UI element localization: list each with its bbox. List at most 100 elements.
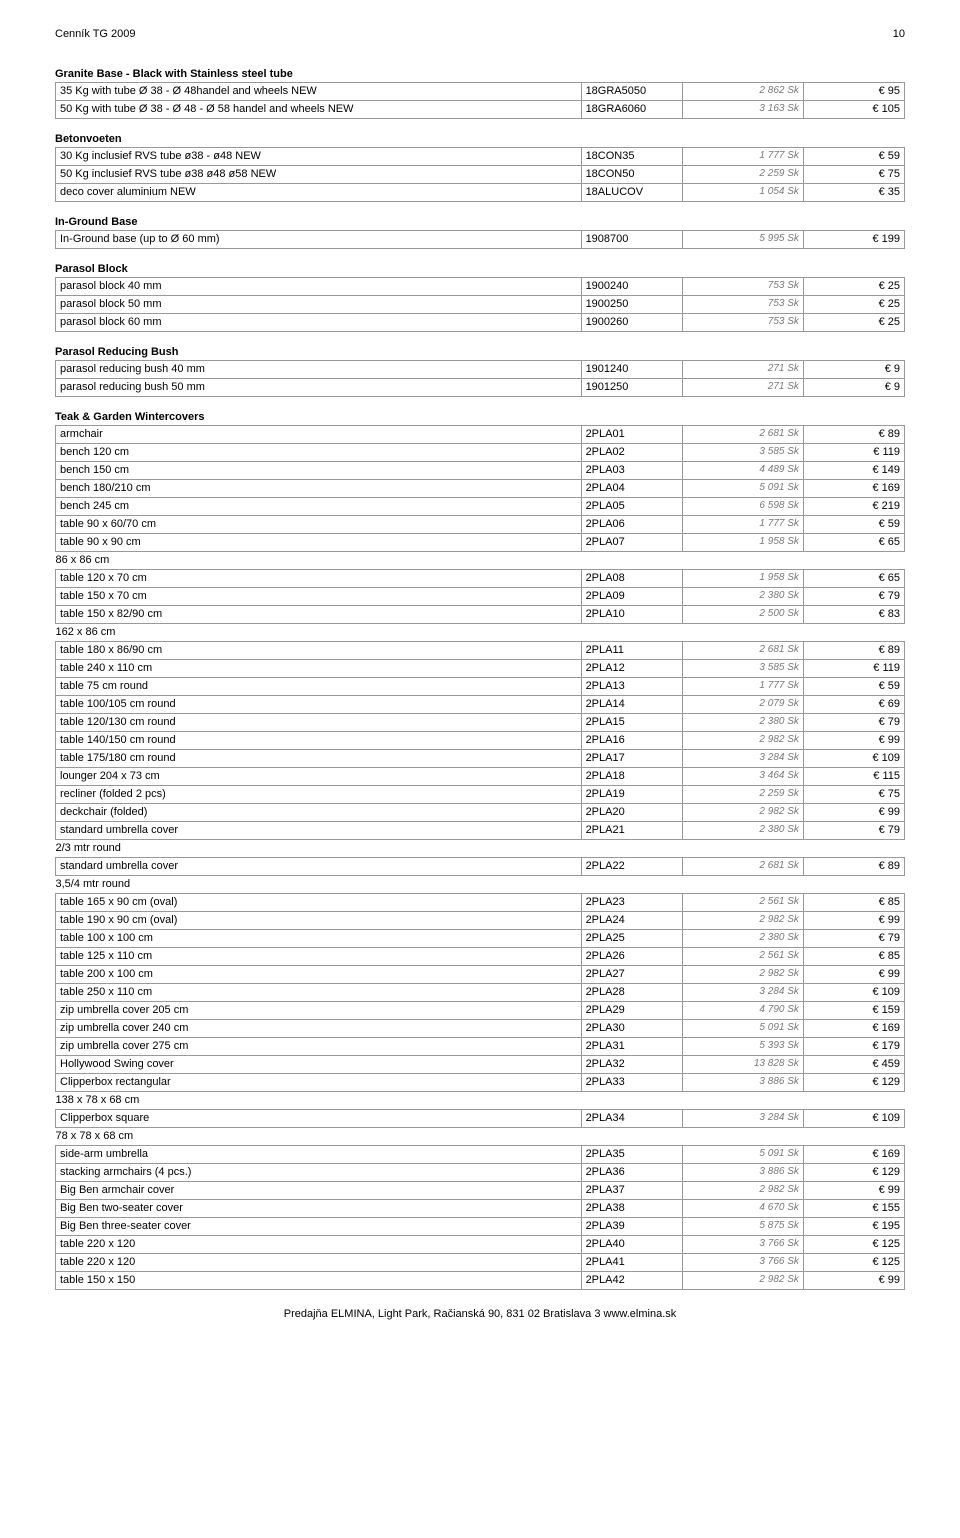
cell-code: 2PLA01 [581,426,682,444]
cell-desc: 138 x 78 x 68 cm [56,1092,905,1110]
cell-code: 2PLA09 [581,588,682,606]
cell-desc: standard umbrella cover [56,858,582,876]
cell-code: 2PLA30 [581,1020,682,1038]
cell-eur: € 99 [803,1272,904,1290]
cell-sk: 271 Sk [682,361,803,379]
cell-sk: 753 Sk [682,278,803,296]
cell-sk: 2 681 Sk [682,858,803,876]
cell-code: 2PLA26 [581,948,682,966]
cell-desc: 3,5/4 mtr round [56,876,905,894]
cell-sk: 2 380 Sk [682,588,803,606]
table-row: table 150 x 1502PLA422 982 Sk€ 99 [56,1272,905,1290]
cell-eur: € 69 [803,696,904,714]
cell-sk: 753 Sk [682,296,803,314]
cell-desc: table 220 x 120 [56,1236,582,1254]
table-row: table 190 x 90 cm (oval)2PLA242 982 Sk€ … [56,912,905,930]
table-row: bench 180/210 cm2PLA045 091 Sk€ 169 [56,480,905,498]
cell-eur: € 109 [803,1110,904,1128]
cell-sk: 271 Sk [682,379,803,397]
cell-code: 2PLA31 [581,1038,682,1056]
cell-code: 2PLA37 [581,1182,682,1200]
cell-eur: € 59 [803,516,904,534]
table-row: table 150 x 70 cm2PLA092 380 Sk€ 79 [56,588,905,606]
table-row: table 100/105 cm round2PLA142 079 Sk€ 69 [56,696,905,714]
cell-eur: € 79 [803,588,904,606]
cell-eur: € 119 [803,660,904,678]
cell-desc: Hollywood Swing cover [56,1056,582,1074]
table-row: standard umbrella cover2PLA222 681 Sk€ 8… [56,858,905,876]
table-row: 50 Kg inclusief RVS tube ø38 ø48 ø58 NEW… [56,166,905,184]
cell-eur: € 9 [803,379,904,397]
section-title: Teak & Garden Wintercovers [55,411,905,423]
section-title: Parasol Block [55,263,905,275]
table-row: Big Ben three-seater cover2PLA395 875 Sk… [56,1218,905,1236]
cell-code: 1900240 [581,278,682,296]
cell-desc: Big Ben armchair cover [56,1182,582,1200]
table-row: table 120/130 cm round2PLA152 380 Sk€ 79 [56,714,905,732]
table-row: 162 x 86 cm [56,624,905,642]
table-row: parasol block 50 mm1900250753 Sk€ 25 [56,296,905,314]
cell-eur: € 89 [803,426,904,444]
table-row: zip umbrella cover 205 cm2PLA294 790 Sk€… [56,1002,905,1020]
cell-code: 1901240 [581,361,682,379]
table-row: 78 x 78 x 68 cm [56,1128,905,1146]
cell-code: 2PLA18 [581,768,682,786]
cell-code: 2PLA02 [581,444,682,462]
cell-code: 18ALUCOV [581,184,682,202]
cell-code: 1901250 [581,379,682,397]
cell-sk: 1 777 Sk [682,678,803,696]
cell-eur: € 59 [803,148,904,166]
cell-desc: parasol reducing bush 40 mm [56,361,582,379]
table-row: table 240 x 110 cm2PLA123 585 Sk€ 119 [56,660,905,678]
cell-code: 2PLA38 [581,1200,682,1218]
cell-eur: € 119 [803,444,904,462]
header-left: Cenník TG 2009 [55,28,136,40]
price-table: 35 Kg with tube Ø 38 - Ø 48handel and wh… [55,82,905,119]
table-row: bench 245 cm2PLA056 598 Sk€ 219 [56,498,905,516]
cell-desc: bench 180/210 cm [56,480,582,498]
cell-sk: 5 091 Sk [682,480,803,498]
cell-eur: € 75 [803,166,904,184]
cell-code: 2PLA19 [581,786,682,804]
cell-desc: table 150 x 70 cm [56,588,582,606]
table-row: table 220 x 1202PLA403 766 Sk€ 125 [56,1236,905,1254]
table-row: Big Ben two-seater cover2PLA384 670 Sk€ … [56,1200,905,1218]
cell-eur: € 59 [803,678,904,696]
cell-code: 2PLA32 [581,1056,682,1074]
cell-desc: table 140/150 cm round [56,732,582,750]
cell-sk: 2 561 Sk [682,894,803,912]
header-right: 10 [893,28,905,40]
table-row: table 220 x 1202PLA413 766 Sk€ 125 [56,1254,905,1272]
cell-desc: table 150 x 150 [56,1272,582,1290]
table-row: 3,5/4 mtr round [56,876,905,894]
cell-eur: € 169 [803,480,904,498]
table-row: table 250 x 110 cm2PLA283 284 Sk€ 109 [56,984,905,1002]
cell-code: 2PLA20 [581,804,682,822]
cell-code: 2PLA27 [581,966,682,984]
cell-eur: € 459 [803,1056,904,1074]
cell-eur: € 85 [803,948,904,966]
cell-code: 2PLA25 [581,930,682,948]
cell-code: 2PLA14 [581,696,682,714]
table-row: table 175/180 cm round2PLA173 284 Sk€ 10… [56,750,905,768]
table-row: standard umbrella cover2PLA212 380 Sk€ 7… [56,822,905,840]
table-row: deco cover aluminium NEW18ALUCOV1 054 Sk… [56,184,905,202]
cell-sk: 2 259 Sk [682,166,803,184]
cell-eur: € 75 [803,786,904,804]
cell-desc: table 165 x 90 cm (oval) [56,894,582,912]
cell-desc: 86 x 86 cm [56,552,905,570]
cell-desc: 78 x 78 x 68 cm [56,1128,905,1146]
cell-sk: 5 091 Sk [682,1020,803,1038]
cell-code: 2PLA13 [581,678,682,696]
cell-code: 2PLA07 [581,534,682,552]
table-row: armchair2PLA012 681 Sk€ 89 [56,426,905,444]
table-row: zip umbrella cover 240 cm2PLA305 091 Sk€… [56,1020,905,1038]
cell-code: 2PLA03 [581,462,682,480]
cell-eur: € 9 [803,361,904,379]
section-title: Parasol Reducing Bush [55,346,905,358]
cell-sk: 3 766 Sk [682,1236,803,1254]
cell-code: 2PLA41 [581,1254,682,1272]
cell-sk: 2 982 Sk [682,1182,803,1200]
table-row: side-arm umbrella2PLA355 091 Sk€ 169 [56,1146,905,1164]
table-row: 86 x 86 cm [56,552,905,570]
